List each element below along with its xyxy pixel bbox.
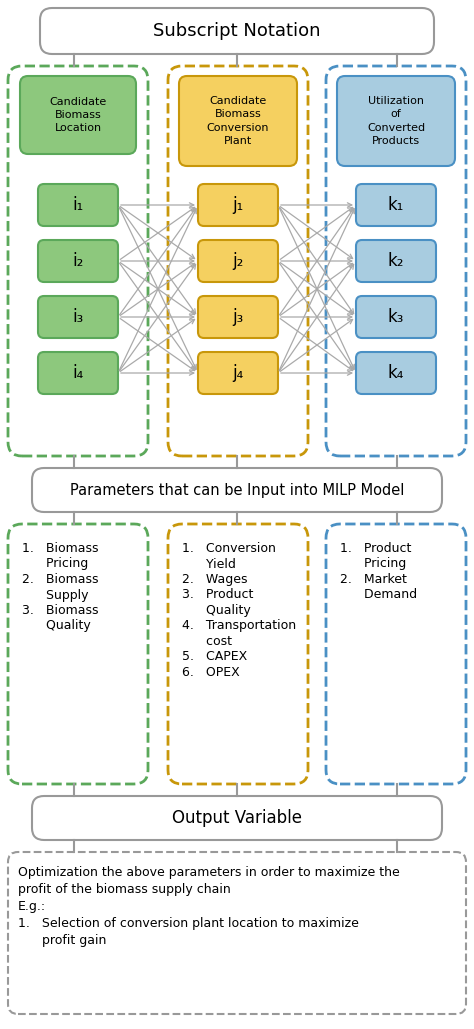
Text: 5.   CAPEX: 5. CAPEX [182,650,247,664]
Text: profit gain: profit gain [18,934,106,947]
Text: 6.   OPEX: 6. OPEX [182,666,240,679]
Text: Candidate
Biomass
Location: Candidate Biomass Location [49,97,107,133]
Text: Parameters that can be Input into MILP Model: Parameters that can be Input into MILP M… [70,483,404,497]
FancyBboxPatch shape [38,184,118,226]
Text: Supply: Supply [22,589,89,602]
FancyBboxPatch shape [38,296,118,338]
Text: Quality: Quality [22,619,91,633]
Text: Candidate
Biomass
Conversion
Plant: Candidate Biomass Conversion Plant [207,96,269,146]
Text: Pricing: Pricing [340,558,406,570]
Text: i₁: i₁ [73,196,83,214]
Text: 1.   Biomass: 1. Biomass [22,542,99,555]
Text: Pricing: Pricing [22,558,88,570]
Text: j₁: j₁ [232,196,244,214]
Text: j₄: j₄ [232,364,244,382]
Text: Demand: Demand [340,589,417,602]
FancyBboxPatch shape [198,240,278,282]
Text: E.g.:: E.g.: [18,900,46,913]
Text: i₃: i₃ [73,308,83,326]
Text: profit of the biomass supply chain: profit of the biomass supply chain [18,883,231,896]
Text: Quality: Quality [182,604,251,617]
FancyBboxPatch shape [20,76,136,154]
FancyBboxPatch shape [40,8,434,54]
Text: 1.   Selection of conversion plant location to maximize: 1. Selection of conversion plant locatio… [18,917,359,930]
FancyBboxPatch shape [198,352,278,394]
FancyBboxPatch shape [198,296,278,338]
Text: j₃: j₃ [232,308,244,326]
Text: 2.   Wages: 2. Wages [182,573,247,586]
FancyBboxPatch shape [356,352,436,394]
Text: i₂: i₂ [73,252,84,270]
FancyBboxPatch shape [356,296,436,338]
FancyBboxPatch shape [38,240,118,282]
Text: Optimization the above parameters in order to maximize the: Optimization the above parameters in ord… [18,866,400,879]
Text: k₄: k₄ [388,364,404,382]
Text: Yield: Yield [182,558,236,570]
Text: k₃: k₃ [388,308,404,326]
FancyBboxPatch shape [356,240,436,282]
Text: Output Variable: Output Variable [172,809,302,827]
FancyBboxPatch shape [337,76,455,166]
FancyBboxPatch shape [32,468,442,512]
Text: 1.   Conversion: 1. Conversion [182,542,276,555]
Text: j₂: j₂ [232,252,244,270]
Text: k₂: k₂ [388,252,404,270]
FancyBboxPatch shape [38,352,118,394]
Text: 4.   Transportation: 4. Transportation [182,619,296,633]
FancyBboxPatch shape [198,184,278,226]
Text: Subscript Notation: Subscript Notation [153,22,321,40]
Text: 3.   Biomass: 3. Biomass [22,604,99,617]
FancyBboxPatch shape [356,184,436,226]
Text: 2.   Biomass: 2. Biomass [22,573,99,586]
Text: 1.   Product: 1. Product [340,542,411,555]
Text: 2.   Market: 2. Market [340,573,407,586]
Text: Utilization
of
Converted
Products: Utilization of Converted Products [367,96,425,146]
Text: k₁: k₁ [388,196,404,214]
Text: 3.   Product: 3. Product [182,589,254,602]
Text: cost: cost [182,635,232,648]
Text: i₄: i₄ [73,364,83,382]
FancyBboxPatch shape [32,796,442,840]
FancyBboxPatch shape [179,76,297,166]
